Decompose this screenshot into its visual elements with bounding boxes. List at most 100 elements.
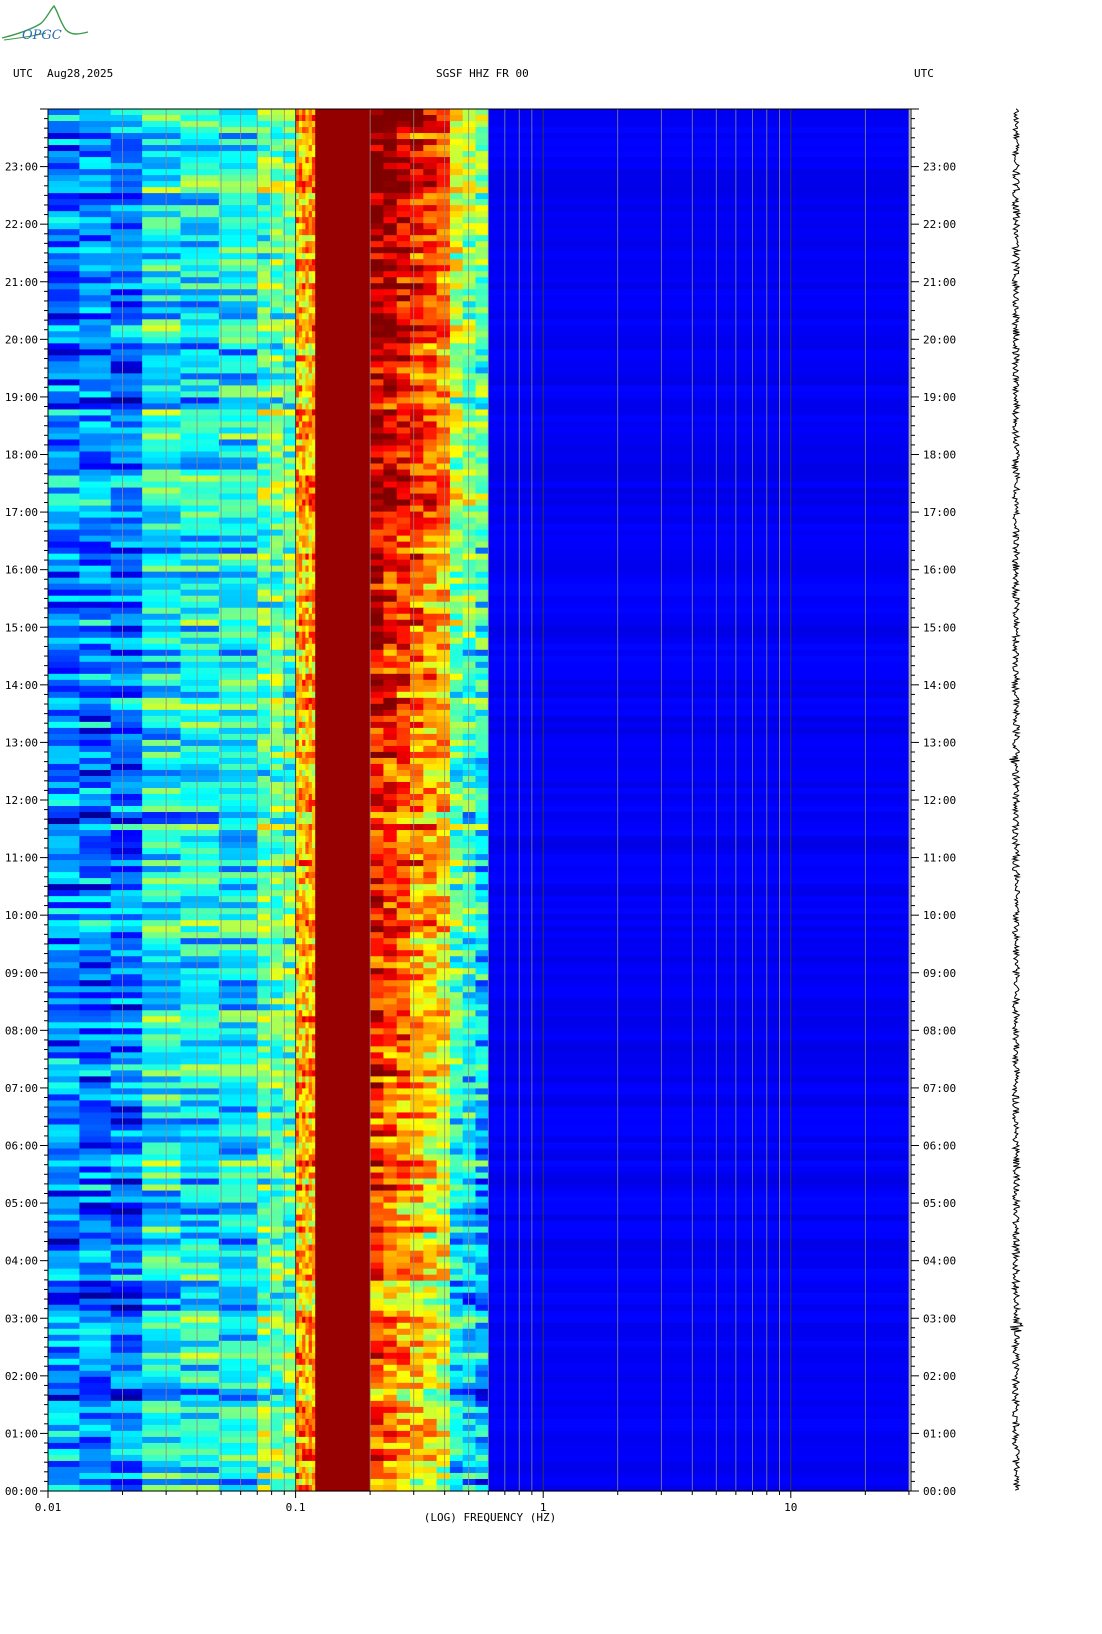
heatmap-cell <box>142 505 182 513</box>
heatmap-cell <box>488 745 910 753</box>
heatmap-cell <box>462 619 477 627</box>
heatmap-cell <box>333 992 353 999</box>
heatmap-cell <box>79 571 112 579</box>
heatmap-cell <box>298 403 303 411</box>
heatmap-cell <box>475 175 489 182</box>
heatmap-cell <box>48 721 80 729</box>
heatmap-cell <box>462 1028 477 1035</box>
heatmap-cell <box>298 157 303 164</box>
heatmap-cell <box>142 763 182 771</box>
heatmap-cell <box>333 469 353 477</box>
heatmap-cell <box>302 908 307 915</box>
heatmap-cell <box>295 1172 300 1180</box>
heatmap-cell <box>475 757 489 765</box>
heatmap-cell <box>462 703 477 711</box>
heatmap-cell <box>282 1172 297 1180</box>
heatmap-cell <box>218 950 258 957</box>
heatmap-cell <box>436 247 451 254</box>
heatmap-cell <box>180 1010 220 1017</box>
heatmap-cell <box>218 529 258 537</box>
heatmap-cell <box>282 295 297 302</box>
heatmap-cell <box>475 601 489 609</box>
heatmap-cell <box>282 709 297 717</box>
heatmap-cell <box>315 151 335 158</box>
heatmap-cell <box>351 733 371 741</box>
heatmap-cell <box>462 133 477 140</box>
heatmap-cell <box>449 793 464 801</box>
heatmap-cell <box>282 547 297 555</box>
heatmap-cell <box>370 463 385 471</box>
heatmap-cell <box>308 217 313 224</box>
heatmap-cell <box>423 950 438 957</box>
heatmap-cell <box>142 1106 182 1114</box>
heatmap-cell <box>142 481 182 489</box>
heatmap-cell <box>295 361 300 368</box>
heatmap-cell <box>436 445 451 453</box>
heatmap-cell <box>423 733 438 741</box>
heatmap-cell <box>110 247 143 254</box>
heatmap-cell <box>48 872 80 879</box>
heatmap-cell <box>311 247 316 254</box>
heatmap-cell <box>423 457 438 465</box>
heatmap-cell <box>311 133 316 140</box>
heatmap-cell <box>370 1028 385 1035</box>
heatmap-cell <box>370 914 385 921</box>
heatmap-cell <box>333 613 353 621</box>
heatmap-cell <box>370 679 385 687</box>
heatmap-cell <box>333 1154 353 1162</box>
heatmap-cell <box>475 433 489 441</box>
heatmap-cell <box>295 1010 300 1017</box>
heatmap-cell <box>462 613 477 621</box>
heatmap-cell <box>282 733 297 741</box>
heatmap-cell <box>383 613 398 621</box>
heatmap-cell <box>305 1088 310 1096</box>
heatmap-cell <box>180 163 220 170</box>
heatmap-cell <box>79 391 112 399</box>
heatmap-cell <box>298 523 303 531</box>
heatmap-cell <box>142 866 182 873</box>
heatmap-cell <box>351 241 371 248</box>
heatmap-cell <box>449 205 464 212</box>
heatmap-cell <box>396 613 411 621</box>
heatmap-cell <box>218 860 258 867</box>
heatmap-cell <box>295 920 300 927</box>
heatmap-cell <box>305 980 310 987</box>
heatmap-cell <box>295 872 300 879</box>
heatmap-cell <box>305 1160 310 1168</box>
heatmap-cell <box>311 259 316 266</box>
heatmap-cell <box>410 956 424 963</box>
heatmap-cell <box>383 403 398 411</box>
heatmap-cell <box>311 1088 316 1096</box>
heatmap-cell <box>79 1046 112 1053</box>
heatmap-cell <box>396 133 411 140</box>
heatmap-cell <box>449 625 464 633</box>
heatmap-cell <box>488 253 910 260</box>
heatmap-cell <box>488 703 910 711</box>
heatmap-cell <box>410 493 424 501</box>
heatmap-cell <box>79 607 112 615</box>
heatmap-cell <box>370 842 385 849</box>
heatmap-cell <box>436 487 451 495</box>
heatmap-cell <box>110 884 143 891</box>
heatmap-cell <box>449 613 464 621</box>
heatmap-cell <box>282 271 297 278</box>
heatmap-cell <box>79 217 112 224</box>
heatmap-cell <box>462 902 477 909</box>
heatmap-cell <box>180 181 220 188</box>
heatmap-cell <box>370 872 385 879</box>
heatmap-cell <box>351 1148 371 1156</box>
heatmap-cell <box>315 385 335 393</box>
heatmap-cell <box>396 283 411 290</box>
heatmap-cell <box>79 223 112 230</box>
heatmap-cell <box>449 914 464 921</box>
heatmap-cell <box>302 217 307 224</box>
heatmap-cell <box>383 409 398 417</box>
heatmap-cell <box>488 601 910 609</box>
heatmap-cell <box>475 1022 489 1029</box>
heatmap-cell <box>308 974 313 981</box>
heatmap-cell <box>180 463 220 471</box>
heatmap-cell <box>257 1130 271 1138</box>
heatmap-cell <box>333 541 353 549</box>
heatmap-cell <box>295 271 300 278</box>
heatmap-cell <box>48 1124 80 1132</box>
